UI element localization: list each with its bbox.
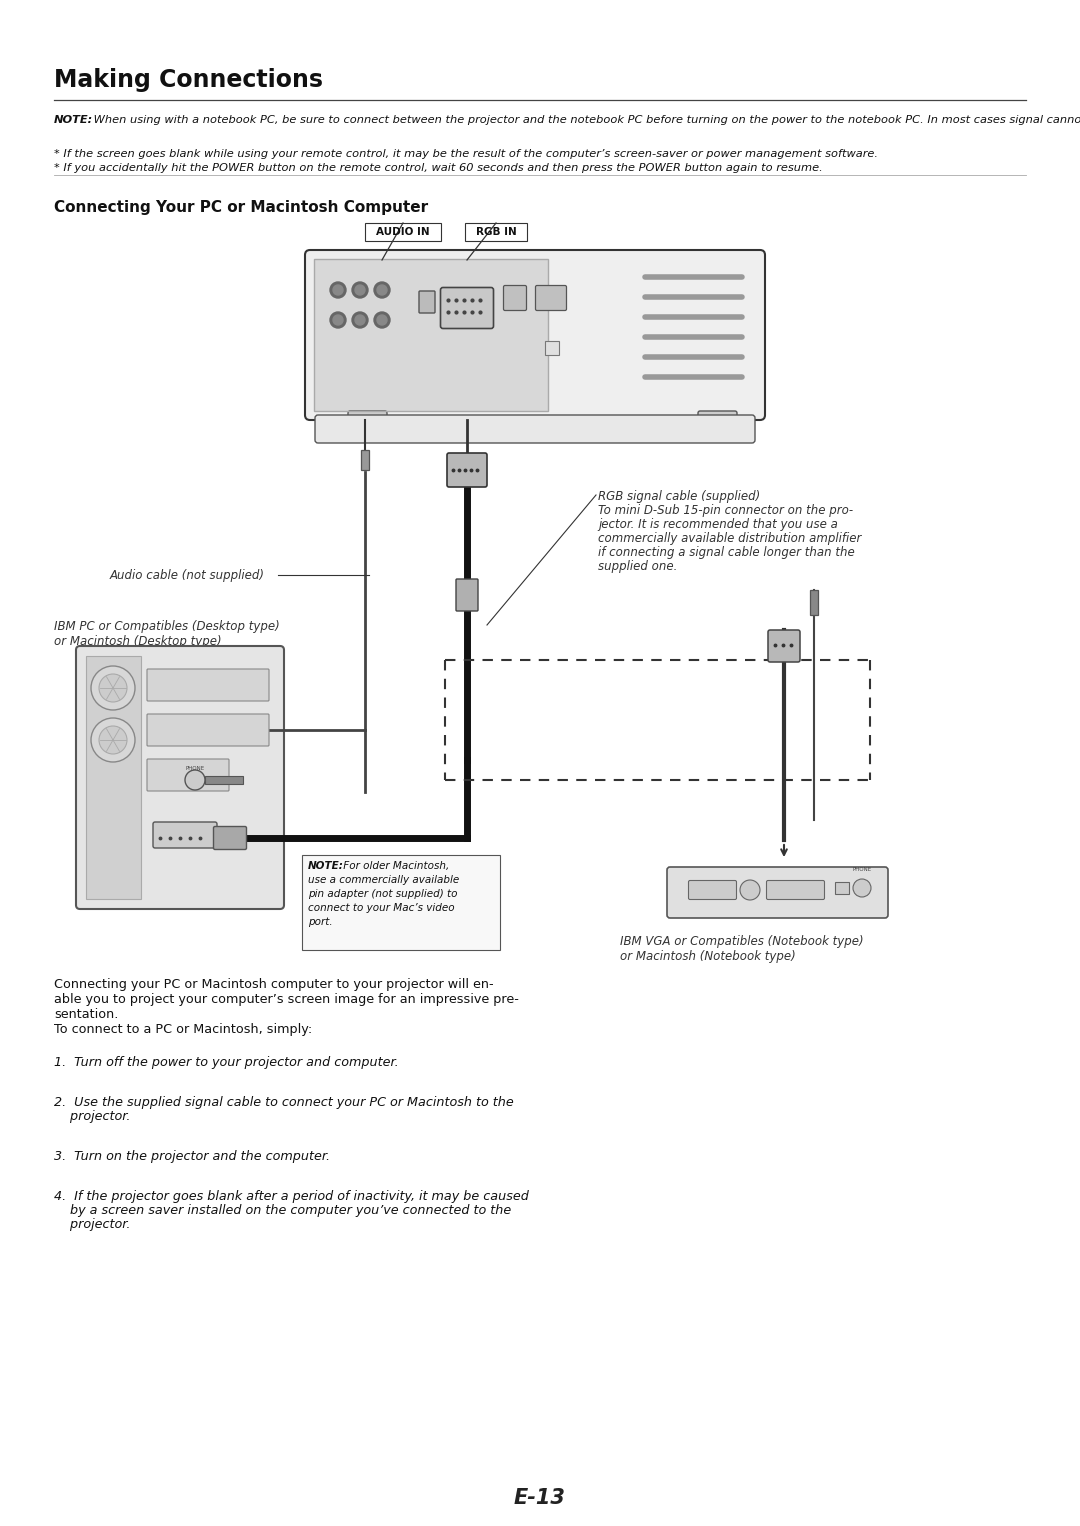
Text: if connecting a signal cable longer than the: if connecting a signal cable longer than… bbox=[598, 546, 854, 559]
FancyBboxPatch shape bbox=[419, 291, 435, 313]
FancyBboxPatch shape bbox=[76, 645, 284, 909]
Text: Connecting Your PC or Macintosh Computer: Connecting Your PC or Macintosh Computer bbox=[54, 200, 428, 215]
Text: by a screen saver installed on the computer you’ve connected to the: by a screen saver installed on the compu… bbox=[54, 1204, 511, 1218]
Circle shape bbox=[352, 311, 368, 328]
Circle shape bbox=[377, 314, 387, 325]
Bar bbox=[361, 450, 369, 470]
Text: 4.  If the projector goes blank after a period of inactivity, it may be caused: 4. If the projector goes blank after a p… bbox=[54, 1190, 529, 1202]
Text: able you to project your computer’s screen image for an impressive pre-: able you to project your computer’s scre… bbox=[54, 993, 518, 1006]
Circle shape bbox=[853, 879, 870, 897]
FancyBboxPatch shape bbox=[147, 668, 269, 700]
Text: commercially available distribution amplifier: commercially available distribution ampl… bbox=[598, 533, 862, 545]
FancyBboxPatch shape bbox=[698, 410, 737, 426]
Text: NOTE:: NOTE: bbox=[308, 861, 343, 871]
Circle shape bbox=[352, 282, 368, 298]
Text: 3.  Turn on the projector and the computer.: 3. Turn on the projector and the compute… bbox=[54, 1151, 330, 1163]
Text: or Macintosh (Notebook type): or Macintosh (Notebook type) bbox=[620, 951, 796, 963]
Text: port.: port. bbox=[308, 917, 333, 926]
Circle shape bbox=[355, 314, 365, 325]
FancyBboxPatch shape bbox=[214, 827, 246, 850]
FancyBboxPatch shape bbox=[147, 714, 269, 746]
Text: 1.  Turn off the power to your projector and computer.: 1. Turn off the power to your projector … bbox=[54, 1056, 399, 1070]
Text: Making Connections: Making Connections bbox=[54, 69, 323, 92]
Circle shape bbox=[330, 311, 346, 328]
Text: AUDIO IN: AUDIO IN bbox=[376, 227, 430, 237]
Text: or Macintosh (Desktop type): or Macintosh (Desktop type) bbox=[54, 635, 221, 649]
FancyBboxPatch shape bbox=[305, 250, 765, 420]
Bar bbox=[365, 223, 441, 241]
Text: To mini D-Sub 15-pin connector on the pro-: To mini D-Sub 15-pin connector on the pr… bbox=[598, 504, 853, 517]
Circle shape bbox=[185, 771, 205, 790]
Text: RGB IN: RGB IN bbox=[475, 227, 516, 237]
Text: * If you accidentally hit the POWER button on the remote control, wait 60 second: * If you accidentally hit the POWER butt… bbox=[54, 163, 823, 172]
FancyBboxPatch shape bbox=[689, 881, 737, 899]
Circle shape bbox=[333, 314, 343, 325]
Text: projector.: projector. bbox=[54, 1109, 131, 1123]
Circle shape bbox=[740, 881, 760, 900]
Text: 2.  Use the supplied signal cable to connect your PC or Macintosh to the: 2. Use the supplied signal cable to conn… bbox=[54, 1096, 514, 1109]
FancyBboxPatch shape bbox=[768, 630, 800, 662]
Circle shape bbox=[374, 311, 390, 328]
Text: connect to your Mac’s video: connect to your Mac’s video bbox=[308, 903, 455, 913]
Bar bbox=[205, 777, 243, 784]
Text: When using with a notebook PC, be sure to connect between the projector and the : When using with a notebook PC, be sure t… bbox=[90, 114, 1080, 125]
Bar bbox=[545, 340, 559, 356]
Bar bbox=[314, 259, 548, 410]
FancyBboxPatch shape bbox=[767, 881, 824, 899]
Bar bbox=[86, 656, 141, 899]
Text: * If the screen goes blank while using your remote control, it may be the result: * If the screen goes blank while using y… bbox=[54, 150, 878, 159]
Text: Connecting your PC or Macintosh computer to your projector will en-: Connecting your PC or Macintosh computer… bbox=[54, 978, 494, 990]
FancyBboxPatch shape bbox=[441, 287, 494, 328]
Circle shape bbox=[355, 285, 365, 295]
Text: IBM VGA or Compatibles (Notebook type): IBM VGA or Compatibles (Notebook type) bbox=[620, 935, 864, 948]
FancyBboxPatch shape bbox=[667, 867, 888, 919]
Text: jector. It is recommended that you use a: jector. It is recommended that you use a bbox=[598, 517, 838, 531]
Circle shape bbox=[330, 282, 346, 298]
Bar bbox=[86, 656, 141, 899]
Text: projector.: projector. bbox=[54, 1218, 131, 1231]
FancyBboxPatch shape bbox=[503, 285, 527, 310]
Bar bbox=[835, 882, 849, 894]
FancyBboxPatch shape bbox=[536, 285, 567, 310]
FancyBboxPatch shape bbox=[147, 758, 229, 790]
FancyBboxPatch shape bbox=[456, 578, 478, 610]
Circle shape bbox=[99, 726, 127, 754]
Bar bbox=[465, 223, 527, 241]
Circle shape bbox=[333, 285, 343, 295]
Bar bbox=[314, 259, 548, 410]
Circle shape bbox=[91, 665, 135, 710]
Circle shape bbox=[377, 285, 387, 295]
Text: pin adapter (not supplied) to: pin adapter (not supplied) to bbox=[308, 890, 458, 899]
Text: IBM PC or Compatibles (Desktop type): IBM PC or Compatibles (Desktop type) bbox=[54, 620, 280, 633]
FancyBboxPatch shape bbox=[447, 453, 487, 487]
Circle shape bbox=[91, 719, 135, 761]
Text: PHONE: PHONE bbox=[186, 766, 204, 771]
Text: RGB signal cable (supplied): RGB signal cable (supplied) bbox=[598, 490, 760, 504]
Text: supplied one.: supplied one. bbox=[598, 560, 677, 572]
Text: Audio cable (not supplied): Audio cable (not supplied) bbox=[110, 569, 265, 581]
Circle shape bbox=[99, 674, 127, 702]
Bar bbox=[302, 855, 500, 951]
Text: NOTE:: NOTE: bbox=[54, 114, 93, 125]
Text: For older Macintosh,: For older Macintosh, bbox=[340, 861, 449, 871]
Text: sentation.: sentation. bbox=[54, 1009, 119, 1021]
Bar bbox=[810, 591, 818, 615]
Text: To connect to a PC or Macintosh, simply:: To connect to a PC or Macintosh, simply: bbox=[54, 1022, 312, 1036]
Text: E-13: E-13 bbox=[514, 1488, 566, 1508]
Text: PHONE: PHONE bbox=[852, 867, 872, 871]
FancyBboxPatch shape bbox=[315, 415, 755, 443]
FancyBboxPatch shape bbox=[153, 823, 217, 848]
Circle shape bbox=[374, 282, 390, 298]
FancyBboxPatch shape bbox=[348, 410, 387, 426]
Text: use a commercially available: use a commercially available bbox=[308, 874, 459, 885]
